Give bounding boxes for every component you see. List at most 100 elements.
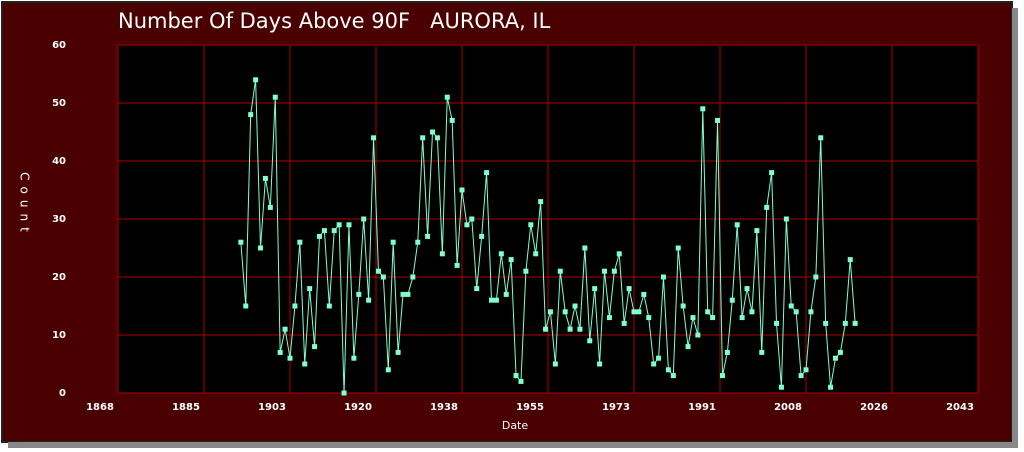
data-line	[240, 79, 856, 394]
data-point	[774, 320, 780, 326]
x-axis-label: Date	[502, 419, 529, 432]
data-point	[449, 117, 455, 123]
data-point	[675, 245, 681, 251]
data-point	[793, 309, 799, 315]
data-point	[415, 239, 421, 245]
data-point	[611, 268, 617, 274]
data-point	[631, 309, 637, 315]
data-point	[547, 309, 553, 315]
data-point	[371, 135, 377, 141]
data-point	[459, 187, 465, 193]
data-point	[484, 170, 490, 176]
data-point	[552, 361, 558, 367]
data-point	[528, 222, 534, 228]
data-point	[243, 303, 249, 309]
data-point	[577, 326, 583, 332]
data-point	[754, 228, 760, 234]
data-point	[543, 326, 549, 332]
data-point	[513, 373, 519, 379]
data-point	[488, 297, 494, 303]
data-point	[410, 274, 416, 280]
data-point	[430, 129, 436, 135]
data-point	[238, 239, 244, 245]
data-point	[695, 332, 701, 338]
data-point	[493, 297, 499, 303]
data-point	[444, 94, 450, 100]
data-point	[538, 199, 544, 205]
data-point	[385, 367, 391, 373]
data-point	[562, 309, 568, 315]
data-point	[769, 170, 775, 176]
data-point	[641, 291, 647, 297]
x-tick-label: 1903	[258, 402, 286, 413]
data-point	[582, 245, 588, 251]
data-point	[361, 216, 367, 222]
data-point	[837, 349, 843, 355]
data-point	[764, 204, 770, 210]
data-point	[715, 117, 721, 123]
data-point	[783, 216, 789, 222]
y-tick-label: 60	[52, 40, 66, 51]
data-point	[670, 373, 676, 379]
data-point	[606, 315, 612, 321]
data-point	[356, 291, 362, 297]
data-point	[685, 344, 691, 350]
data-point	[523, 268, 529, 274]
data-point	[823, 320, 829, 326]
data-point	[316, 233, 322, 239]
data-point	[375, 268, 381, 274]
data-point	[395, 349, 401, 355]
x-tick-label: 1868	[86, 402, 114, 413]
shadow	[1012, 8, 1018, 446]
x-tick-label: 1973	[602, 402, 630, 413]
data-point	[621, 320, 627, 326]
data-point	[498, 251, 504, 257]
data-point	[700, 106, 706, 112]
data-point	[705, 309, 711, 315]
data-point	[518, 378, 524, 384]
data-point	[366, 297, 372, 303]
data-point	[380, 274, 386, 280]
data-point	[778, 384, 784, 390]
data-point	[749, 309, 755, 315]
y-tick-label: 10	[52, 330, 66, 341]
data-point	[572, 303, 578, 309]
data-point	[297, 239, 303, 245]
data-point	[724, 349, 730, 355]
data-point	[729, 297, 735, 303]
data-point	[321, 228, 327, 234]
data-point	[665, 367, 671, 373]
data-point	[828, 384, 834, 390]
data-point	[326, 303, 332, 309]
data-point	[454, 262, 460, 268]
data-point	[503, 291, 509, 297]
data-point	[400, 291, 406, 297]
y-axis-label: Count	[18, 172, 32, 238]
data-point	[346, 222, 352, 228]
data-point	[651, 361, 657, 367]
data-point	[719, 373, 725, 379]
data-point	[636, 309, 642, 315]
data-point	[587, 338, 593, 344]
data-point	[420, 135, 426, 141]
data-point	[292, 303, 298, 309]
data-point	[248, 112, 254, 118]
x-tick-label: 1938	[430, 402, 458, 413]
x-tick-label: 1885	[172, 402, 200, 413]
data-point	[434, 135, 440, 141]
data-point	[474, 286, 480, 292]
data-point	[852, 320, 858, 326]
data-point	[842, 320, 848, 326]
data-point	[602, 268, 608, 274]
x-tick-label: 1991	[688, 402, 716, 413]
data-point	[307, 286, 313, 292]
data-point	[469, 216, 475, 222]
x-tick-label: 2026	[860, 402, 888, 413]
data-point	[803, 367, 809, 373]
data-point	[592, 286, 598, 292]
data-point	[557, 268, 563, 274]
data-point	[331, 228, 337, 234]
data-point	[258, 245, 264, 251]
data-point	[272, 94, 278, 100]
